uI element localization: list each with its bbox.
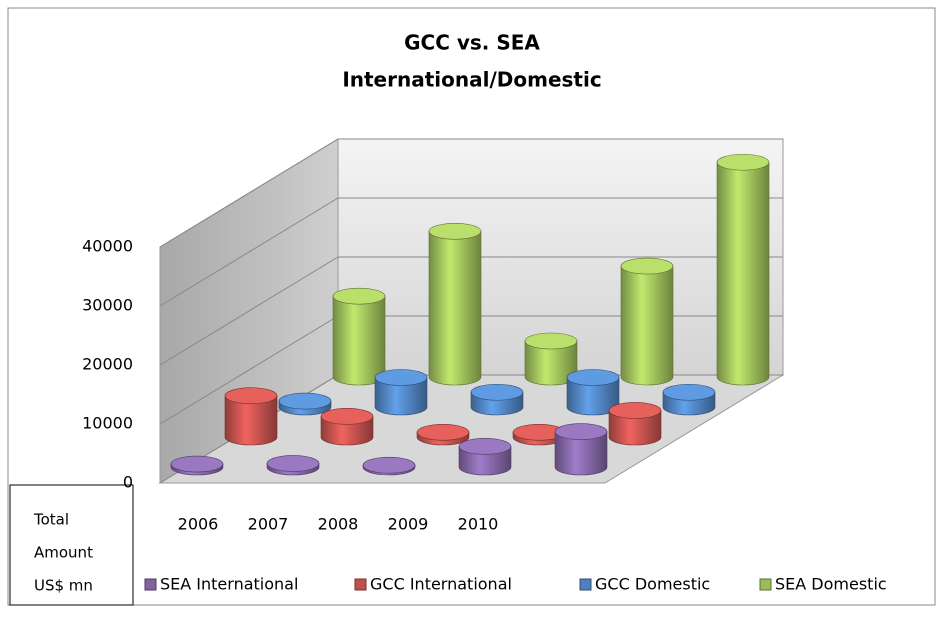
x-tick-label: 2009 [388,515,429,534]
cylinder-cap [662,383,716,401]
cylinder-cap [224,387,278,405]
cylinder-cap [620,257,674,275]
cylinder [374,377,428,416]
y-tick-label: 30000 [82,296,133,315]
x-tick-label: 2007 [248,515,289,534]
grid-line [159,256,783,366]
cylinder-cap [362,456,416,474]
x-tick-label: 2006 [178,515,219,534]
grid-line [159,197,783,307]
legend-label: SEA International [160,575,298,594]
cylinder-cap [566,369,620,386]
cylinder-cap [716,153,770,171]
x-tick-label: 2010 [458,515,499,534]
y-axis-label: Amount [34,544,93,562]
cylinder [554,431,608,476]
cylinder-cap [266,455,320,472]
cylinder-cap [332,287,386,305]
legend-label: GCC International [370,575,512,594]
cylinder [428,230,482,386]
y-tick-label: 40000 [82,237,133,256]
cylinder-cap [428,222,482,240]
cylinder-cap [470,383,524,401]
cylinder [224,395,278,446]
cylinder-cap [458,438,512,455]
cylinder [620,265,674,386]
cylinder-cap [524,332,578,350]
cylinder-cap [374,369,428,386]
cylinder-cap [278,392,332,410]
cylinder [716,161,770,386]
legend-swatch [144,578,157,591]
legend-swatch [354,578,367,591]
chart-title: GCC vs. SEA [404,31,540,55]
cylinder-cap [554,423,608,440]
chart-title: International/Domestic [342,68,601,92]
grid-line [159,138,783,248]
legend-label: GCC Domestic [595,575,710,594]
y-tick-label: 0 [123,473,133,492]
x-tick-label: 2008 [318,515,359,534]
cylinder [332,295,386,386]
cylinder-cap [170,455,224,473]
y-axis-label: Total [33,511,69,529]
legend-swatch [579,578,592,591]
y-axis-label: US$ mn [34,577,93,595]
y-tick-label: 10000 [82,414,133,433]
cylinder-cap [320,408,374,425]
cylinder [608,410,662,446]
y-label-box [9,484,134,606]
cylinder-cap [416,423,470,441]
legend-swatch [759,578,772,591]
y-tick-label: 20000 [82,355,133,374]
cylinder-cap [608,402,662,419]
legend-label: SEA Domestic [775,575,887,594]
